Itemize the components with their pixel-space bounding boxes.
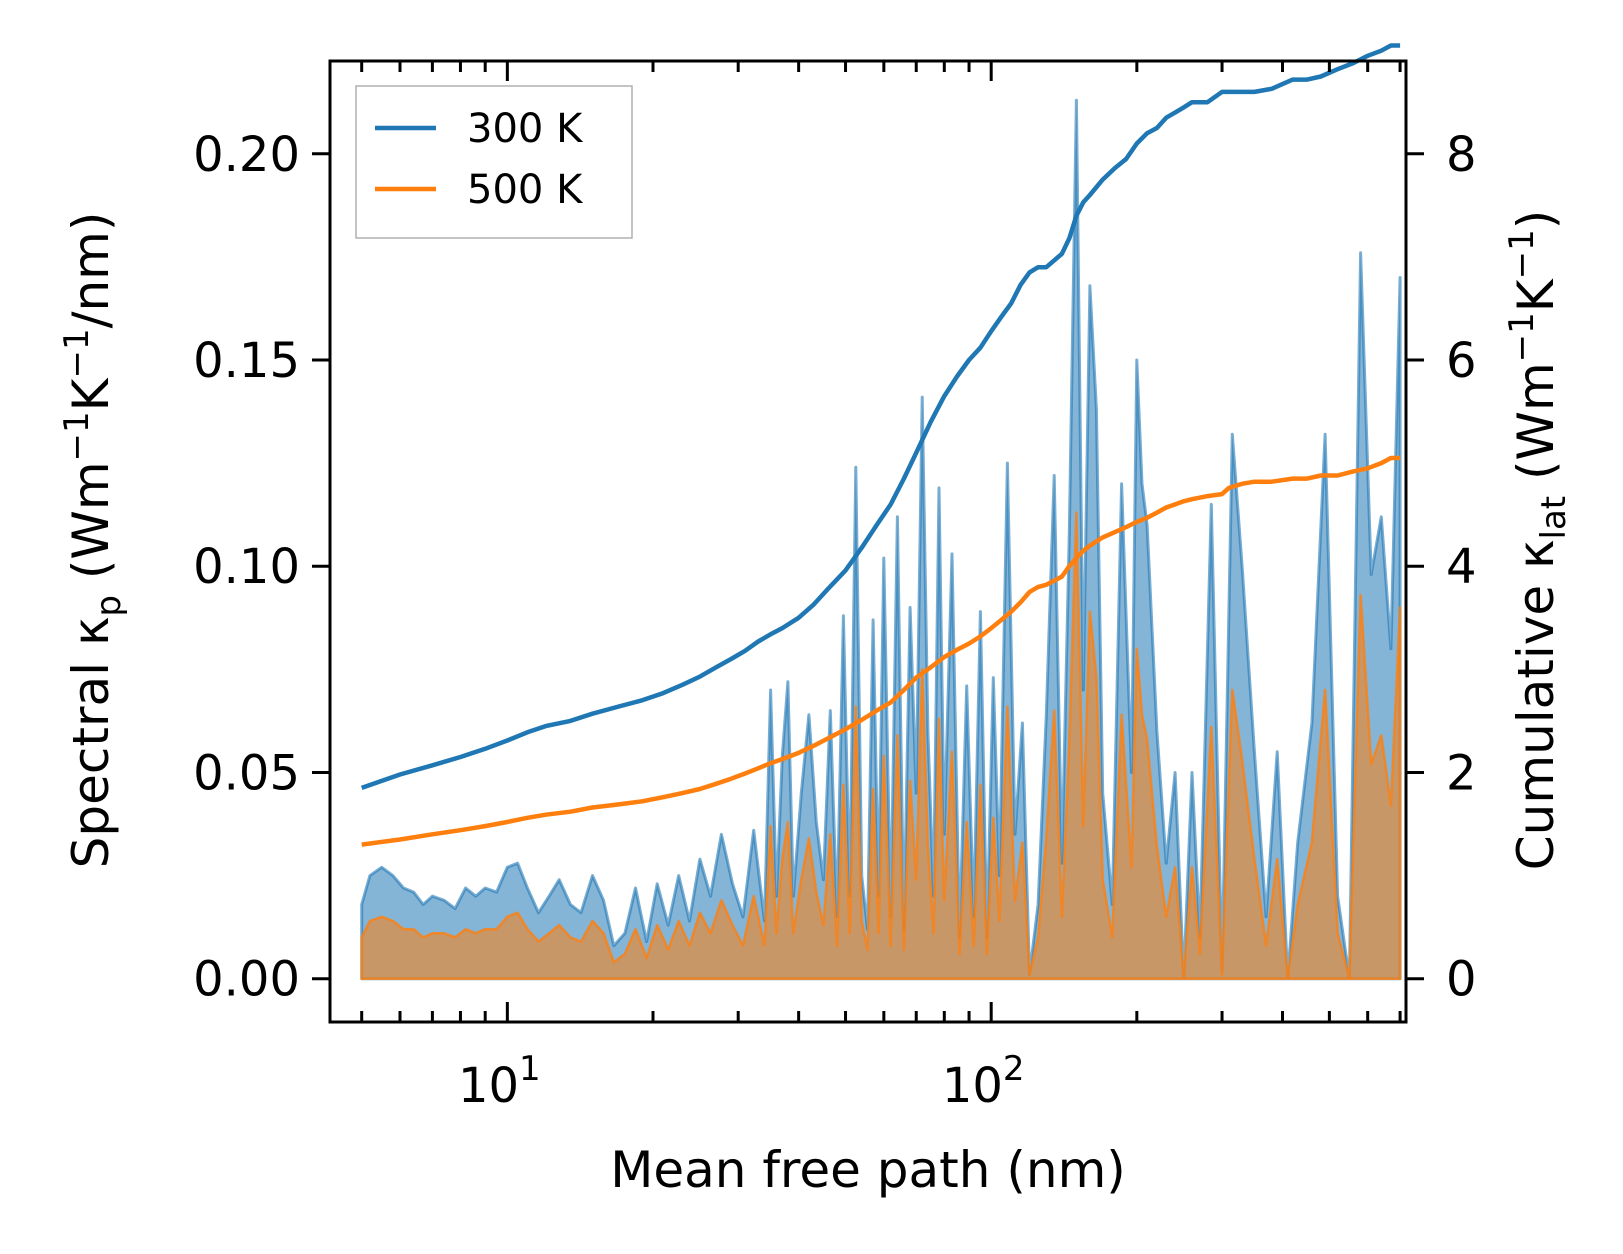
y-right-tick-label: 4	[1446, 539, 1477, 595]
cumulative-line-300k	[360, 43, 1401, 791]
y-right-axis-title: Cumulative κlat (Wm−1K−1)	[1502, 210, 1574, 870]
y-left-tick-label: 0.05	[193, 745, 300, 801]
y-left-tick-label: 0.20	[193, 127, 300, 183]
x-tick-label: 102	[942, 1049, 1025, 1114]
legend-box	[355, 85, 633, 239]
y-left-axis-title: Spectral κp (Wm−1K−1/nm)	[57, 212, 129, 869]
tick-labels: 101 102 0.00 0.05 0.10 0.15 0.20 0 2 4 6 8	[193, 127, 1476, 1114]
spectral-area-500k	[360, 511, 1402, 980]
legend: 300 K 500 K	[355, 85, 633, 239]
legend-label-300k: 300 K	[467, 106, 584, 152]
y-left-tick-label: 0.00	[193, 952, 300, 1008]
y-right-tick-label: 2	[1446, 745, 1477, 801]
cumulative-lines	[360, 43, 1401, 847]
axis-ticks	[312, 61, 1424, 1022]
y-left-tick-label: 0.15	[193, 333, 300, 389]
y-right-tick-label: 6	[1446, 333, 1477, 389]
y-right-tick-label: 0	[1446, 952, 1477, 1008]
cumulative-line-500k	[361, 455, 1401, 847]
spectral-fills	[360, 98, 1402, 981]
legend-label-500k: 500 K	[467, 167, 584, 213]
y-right-tick-label: 8	[1446, 127, 1477, 183]
y-left-tick-label: 0.10	[193, 539, 300, 595]
x-tick-label: 101	[458, 1049, 541, 1114]
plot-frame	[328, 59, 1408, 1024]
x-axis-title: Mean free path (nm)	[610, 1141, 1126, 1199]
